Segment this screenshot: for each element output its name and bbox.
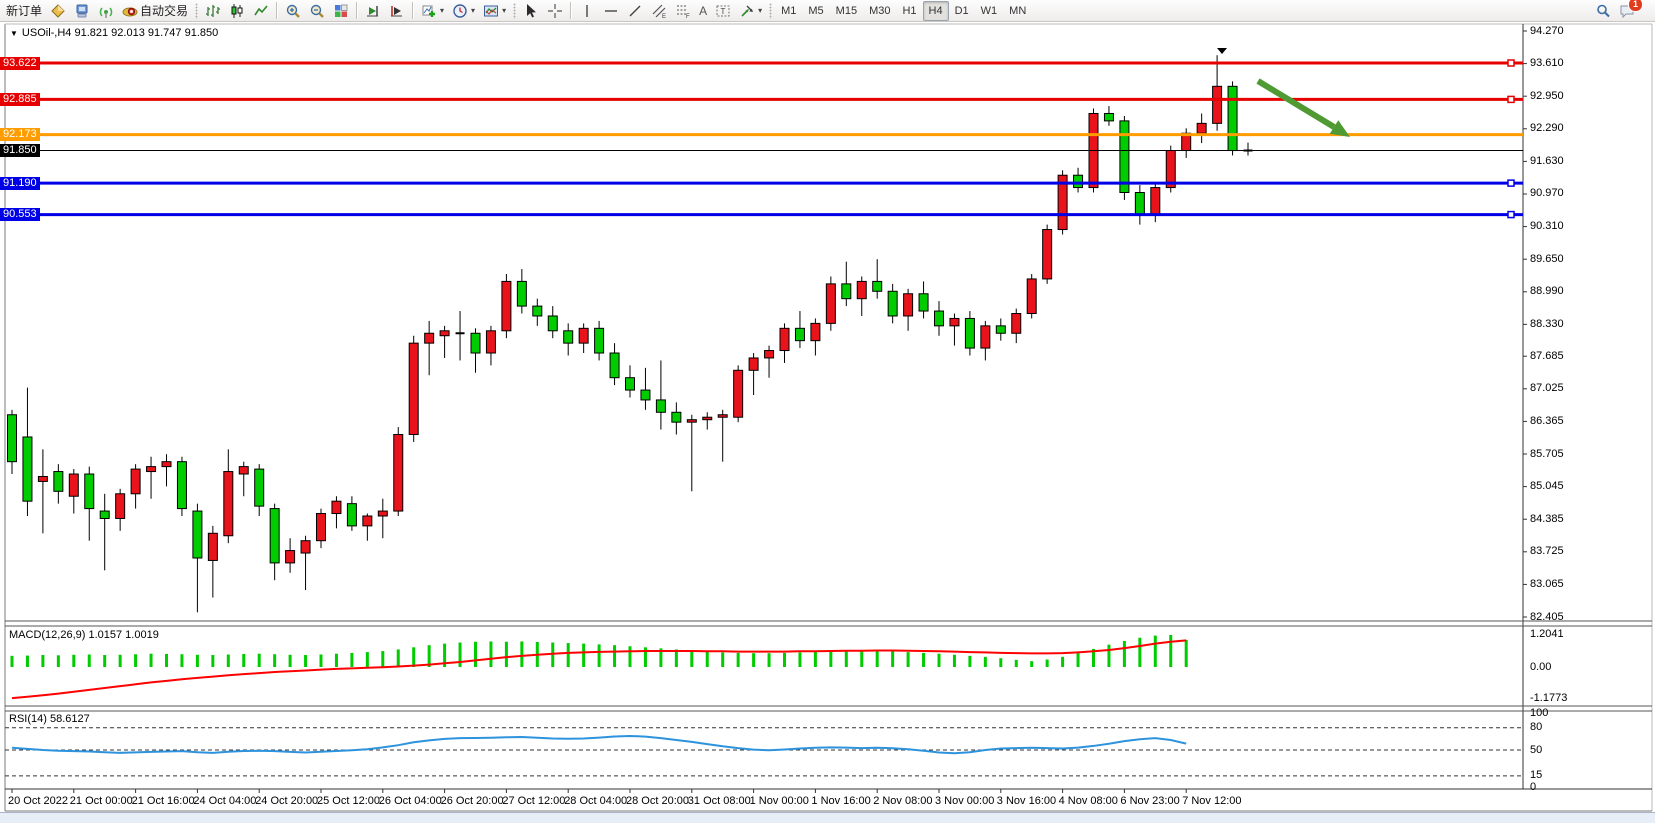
chevron-down-icon: ▾: [502, 6, 507, 15]
signal-button[interactable]: [94, 0, 118, 22]
toolbar-separator: [276, 2, 279, 19]
toolbar-separator: [356, 2, 359, 19]
auto-scroll-button[interactable]: [361, 0, 385, 22]
cursor-button[interactable]: [519, 0, 543, 22]
arrows-button[interactable]: ▾: [735, 0, 766, 22]
text-label-button[interactable]: T: [711, 0, 735, 22]
horizontal-line-button[interactable]: [599, 0, 623, 22]
text-button[interactable]: A: [695, 0, 711, 22]
crosshair-button[interactable]: [543, 0, 567, 22]
notifications-button[interactable]: 1: [1615, 0, 1643, 22]
toolbar-separator: [412, 2, 415, 19]
auto-scroll-icon: [365, 3, 381, 19]
gold-diamond-icon: [50, 3, 66, 19]
svg-text:T: T: [721, 7, 726, 16]
zoom-out-icon: [309, 3, 325, 19]
candlestick-chart-button[interactable]: [225, 0, 249, 22]
line-chart-button[interactable]: [249, 0, 273, 22]
notification-badge: 1: [1628, 0, 1643, 12]
svg-text:F: F: [686, 14, 690, 19]
timeframe-d1-button[interactable]: D1: [954, 4, 969, 17]
cursor-icon: [523, 3, 539, 19]
timeframe-m30-button[interactable]: M30: [869, 4, 891, 17]
market-watch-icon: [74, 3, 90, 19]
timeframe-m15-button[interactable]: M15: [835, 4, 858, 17]
search-button[interactable]: [1591, 0, 1615, 22]
timeframe-group: M1 M5 M15 M30 H1 H4 D1 W1 MN: [775, 0, 1032, 21]
trend-line-icon: [627, 3, 643, 19]
candlestick-chart-icon: [229, 3, 245, 19]
zoom-in-button[interactable]: [281, 0, 305, 22]
toolbar-grip: [195, 2, 199, 19]
toolbar-separator: [570, 2, 573, 19]
new-order-label: 新订单: [6, 4, 43, 18]
bar-chart-icon: [205, 3, 221, 19]
search-icon: [1595, 3, 1611, 19]
window-bottom-band: [0, 812, 1655, 823]
arrows-icon: [739, 3, 755, 19]
timeframe-h4-button[interactable]: H4: [922, 0, 949, 21]
equidistant-channel-button[interactable]: E: [647, 0, 671, 22]
auto-trading-icon: [122, 3, 138, 19]
trend-line-button[interactable]: [623, 0, 647, 22]
chart-template-button[interactable]: ▾: [479, 0, 510, 22]
gold-diamond-button[interactable]: [46, 0, 70, 22]
zoom-out-button[interactable]: [305, 0, 329, 22]
horizontal-line-icon: [603, 3, 619, 19]
equidistant-channel-icon: E: [651, 3, 667, 20]
chart-shift-button[interactable]: [385, 0, 409, 22]
timeframe-m5-button[interactable]: M5: [808, 4, 824, 17]
timeframe-mn-button[interactable]: MN: [1009, 4, 1027, 17]
fibonacci-icon: F: [675, 3, 691, 20]
text-a-icon: A: [699, 3, 708, 18]
auto-trading-label: 自动交易: [140, 4, 189, 18]
tile-windows-button[interactable]: [329, 0, 353, 22]
timeframe-w1-button[interactable]: W1: [980, 4, 998, 17]
clock-icon: [452, 3, 468, 19]
svg-text:E: E: [662, 14, 666, 19]
line-chart-icon: [253, 3, 269, 19]
tile-windows-icon: [333, 3, 349, 19]
add-indicator-icon: [421, 3, 437, 19]
timeframe-m1-button[interactable]: M1: [781, 4, 797, 17]
vertical-line-icon: [579, 3, 595, 19]
period-clock-button[interactable]: ▾: [448, 0, 479, 22]
signal-icon: [98, 3, 114, 19]
chevron-down-icon: ▾: [758, 6, 763, 15]
zoom-in-icon: [285, 3, 301, 19]
chevron-down-icon: ▾: [471, 6, 476, 15]
price-chart-canvas[interactable]: [0, 22, 1655, 822]
timeframe-h1-button[interactable]: H1: [902, 4, 917, 17]
new-order-button[interactable]: 新订单: [2, 0, 46, 22]
main-toolbar: 新订单 自动交易: [0, 0, 1655, 22]
crosshair-icon: [547, 3, 563, 19]
chart-shift-icon: [389, 3, 405, 19]
chevron-down-icon: ▾: [440, 6, 445, 15]
indicators-button[interactable]: ▾: [417, 0, 448, 22]
text-label-icon: T: [715, 3, 731, 19]
bar-chart-button[interactable]: [201, 0, 225, 22]
vertical-line-button[interactable]: [575, 0, 599, 22]
chart-template-icon: [483, 3, 499, 19]
chart-window[interactable]: ▼ USOil-,H4 91.821 92.013 91.747 91.850 …: [0, 22, 1655, 823]
fibonacci-button[interactable]: F: [671, 0, 695, 22]
auto-trading-button[interactable]: 自动交易: [118, 0, 192, 22]
market-watch-button[interactable]: [70, 0, 94, 22]
toolbar-grip: [769, 2, 773, 19]
toolbar-grip: [513, 2, 517, 19]
